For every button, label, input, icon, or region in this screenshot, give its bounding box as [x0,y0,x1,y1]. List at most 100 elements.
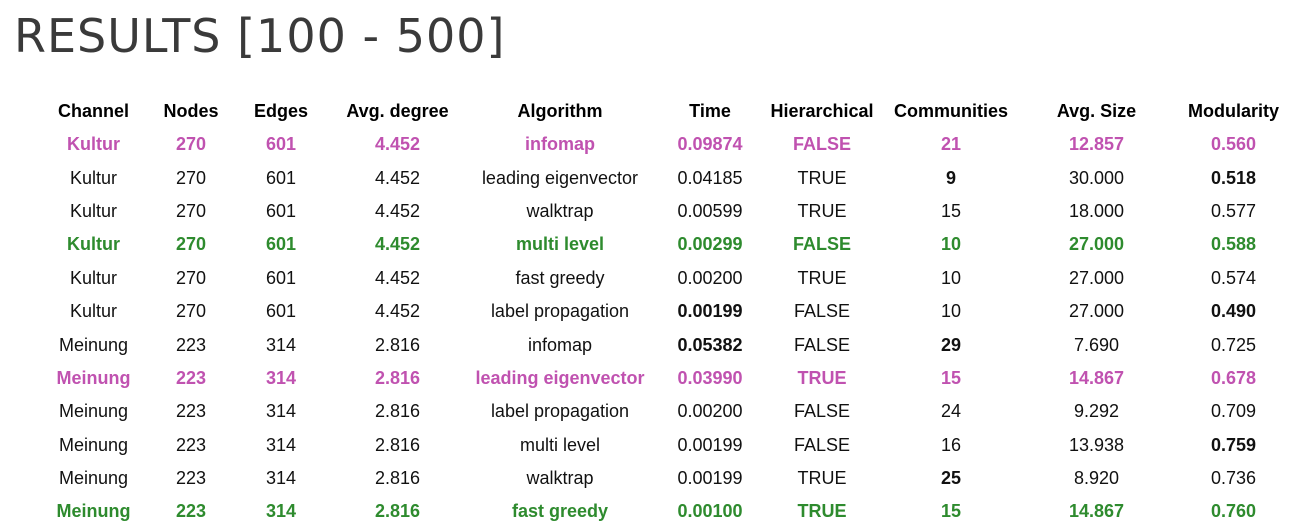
cell-algorithm: leading eigenvector [481,167,639,188]
column-header-modularity: Modularity [1187,101,1279,121]
cell-avg-degree: 4.452 [374,134,421,155]
cell-communities: 15 [940,501,962,522]
cell-channel: Kultur [67,134,120,155]
cell-avg-degree: 4.452 [374,267,421,288]
cell-communities: 9 [945,167,956,188]
cell-modularity: 0.760 [1210,501,1257,522]
cell-hierarchical: TRUE [797,267,847,288]
cell-avg-degree: 2.816 [374,334,421,355]
column-header-edges: Edges [253,101,309,121]
cell-hierarchical: FALSE [793,434,851,455]
cell-avg-size: 27.000 [1068,267,1125,288]
table-row: Kultur 270 601 4.452 label propagation 0.0019… [36,295,1296,328]
cell-avg-degree: 4.452 [374,167,421,188]
table-row: Meinung 223 314 2.816 leading eigenvector 0.0… [36,362,1296,395]
cell-avg-size: 30.000 [1068,167,1125,188]
cell-channel: Kultur [69,200,118,221]
cell-algorithm: label propagation [490,401,630,422]
cell-time: 0.00199 [677,468,743,489]
cell-channel: Meinung [58,334,129,355]
cell-algorithm: multi level [519,434,601,455]
cell-time: 0.04185 [677,167,743,188]
table-row: Kultur 270 601 4.452 leading eigenvector 0.04… [36,161,1296,194]
cell-modularity: 0.490 [1210,301,1257,322]
cell-edges: 601 [265,200,297,221]
cell-channel: Kultur [69,301,118,322]
cell-edges: 314 [265,468,297,489]
cell-avg-degree: 4.452 [374,200,421,221]
cell-hierarchical: FALSE [793,334,851,355]
cell-nodes: 270 [175,301,207,322]
table-row: Meinung 223 314 2.816 fast greedy 0.00100 TRUE… [36,495,1296,528]
cell-avg-degree: 2.816 [374,468,421,489]
cell-modularity: 0.588 [1210,234,1257,255]
column-header-time: Time [689,101,731,121]
cell-edges: 314 [265,401,297,422]
cell-time: 0.00199 [677,434,743,455]
cell-nodes: 270 [175,200,207,221]
cell-avg-degree: 4.452 [374,234,421,255]
cell-hierarchical: FALSE [793,401,851,422]
table-body: Kultur 270 601 4.452 infomap 0.09874 FALSE 21 12… [36,128,1296,529]
table-row: Kultur 270 601 4.452 multi level 0.00299 FALSE… [36,228,1296,261]
cell-channel: Meinung [58,401,129,422]
column-header-avg-degree: Avg. degree [346,101,449,121]
column-header-algorithm: Algorithm [517,101,603,121]
cell-edges: 314 [265,367,297,388]
cell-hierarchical: TRUE [797,468,847,489]
cell-avg-degree: 2.816 [374,434,421,455]
cell-avg-size: 12.857 [1068,134,1125,155]
cell-algorithm: walktrap [526,200,594,221]
cell-communities: 10 [940,234,962,255]
cell-algorithm: leading eigenvector [475,367,645,388]
column-header-communities: Communities [893,101,1008,121]
cell-nodes: 223 [175,401,207,422]
cell-algorithm: walktrap [526,468,594,489]
cell-modularity: 0.759 [1210,434,1257,455]
table-row: Kultur 270 601 4.452 walktrap 0.00599 TRUE 15 18… [36,195,1296,228]
column-header-nodes: Nodes [163,101,219,121]
cell-hierarchical: TRUE [797,200,847,221]
cell-communities: 29 [940,334,962,355]
cell-edges: 601 [265,234,297,255]
cell-communities: 24 [940,401,962,422]
cell-algorithm: fast greedy [511,501,609,522]
cell-channel: Meinung [58,468,129,489]
cell-edges: 601 [265,167,297,188]
cell-time: 0.00200 [677,267,743,288]
cell-time: 0.00200 [677,401,743,422]
cell-hierarchical: FALSE [792,234,851,255]
results-table: Channel Nodes Edges Avg. degree Algorithm Tim… [36,95,1296,529]
cell-edges: 314 [265,501,297,522]
cell-nodes: 223 [175,367,207,388]
cell-edges: 601 [265,267,297,288]
table-row: Kultur 270 601 4.452 infomap 0.09874 FALSE 21 12… [36,128,1296,161]
table-header-row: Channel Nodes Edges Avg. degree Algorithm Tim… [36,95,1296,128]
cell-modularity: 0.518 [1210,167,1257,188]
cell-algorithm: multi level [515,234,605,255]
cell-channel: Meinung [56,501,131,522]
cell-algorithm: infomap [525,134,595,155]
cell-hierarchical: TRUE [797,367,847,388]
cell-avg-degree: 2.816 [374,401,421,422]
table-row: Meinung 223 314 2.816 walktrap 0.00199 TRUE 25 8… [36,462,1296,495]
cell-avg-size: 8.920 [1073,468,1120,489]
table-row: Kultur 270 601 4.452 fast greedy 0.00200 TRUE 1… [36,262,1296,295]
cell-time: 0.00599 [677,200,743,221]
cell-nodes: 270 [175,234,207,255]
cell-communities: 25 [940,468,962,489]
cell-edges: 601 [265,301,297,322]
cell-avg-size: 9.292 [1073,401,1120,422]
cell-avg-size: 14.867 [1068,367,1125,388]
cell-modularity: 0.709 [1210,401,1257,422]
cell-avg-size: 27.000 [1068,234,1125,255]
cell-algorithm: infomap [527,334,593,355]
column-header-channel: Channel [57,101,129,121]
column-header-hierarchical: Hierarchical [770,101,874,121]
cell-edges: 314 [265,434,297,455]
cell-avg-size: 7.690 [1073,334,1120,355]
cell-nodes: 270 [175,167,207,188]
column-header-avg-size: Avg. Size [1056,101,1137,121]
cell-avg-size: 18.000 [1068,200,1125,221]
cell-edges: 314 [265,334,297,355]
